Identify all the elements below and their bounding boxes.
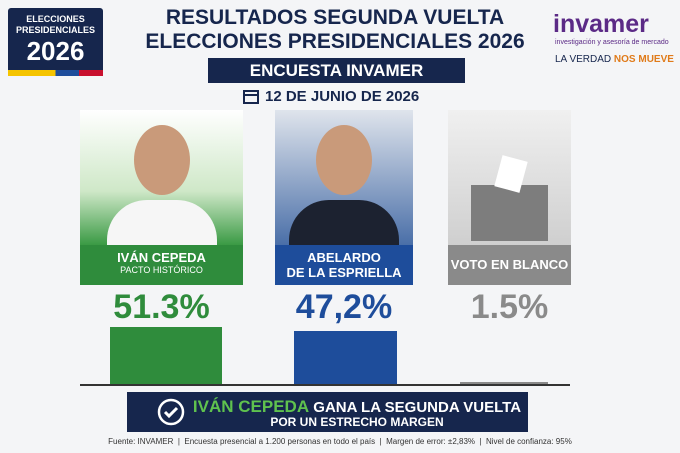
badge-year: 2026	[26, 36, 85, 66]
baseline	[80, 384, 570, 386]
logo-name: invamer	[553, 10, 649, 38]
footer: Fuente: INVAMER | Encuesta presencial a …	[108, 437, 572, 446]
slogan-highlight: NOS MUEVE	[613, 54, 674, 65]
title: RESULTADOS SEGUNDA VUELTA ELECCIONES PRE…	[110, 6, 560, 54]
category-label: IVÁN CEPEDA	[117, 250, 206, 265]
category-subtitle: PACTO HISTÓRICO	[120, 265, 203, 275]
badge-line: ELECCIONES	[26, 14, 85, 24]
value-label: 47,2%	[295, 288, 393, 326]
bar	[460, 382, 548, 384]
date: 12 DE JUNIO DE 2026	[265, 88, 420, 105]
category-box: IVÁN CEPEDA PACTO HISTÓRICO	[80, 245, 243, 285]
banner: IVÁN CEPEDA GANA LA SEGUNDA VUELTA POR U…	[127, 392, 528, 432]
category-box: VOTO EN BLANCO	[448, 245, 571, 285]
value-label: 1.5%	[470, 288, 549, 326]
footer-item: Fuente: INVAMER	[108, 437, 174, 446]
banner-line2: POR UN ESTRECHO MARGEN	[270, 415, 444, 429]
banner-highlight: IVÁN CEPEDA	[192, 397, 310, 416]
banner-text: GANA LA SEGUNDA VUELTA	[313, 399, 522, 416]
person-body	[106, 200, 217, 245]
footer-item: Encuesta presencial a 1.200 personas en …	[184, 437, 376, 446]
bar	[294, 331, 397, 384]
badge-line: PRESIDENCIALES	[15, 25, 95, 35]
value-label: 51.3%	[113, 288, 210, 326]
footer-item: Nivel de confianza: 95%	[485, 437, 572, 446]
bar	[110, 326, 222, 384]
category-box: ABELARDO DE LA ESPRIELLA	[275, 245, 413, 285]
slogan-text: LA VERDAD	[555, 54, 612, 65]
person-body	[289, 200, 399, 245]
flag-stripe	[8, 70, 103, 76]
category-label: ABELARDO DE LA ESPRIELLA	[286, 250, 402, 280]
check-icon	[157, 398, 185, 426]
badge: ELECCIONES PRESIDENCIALES 2026	[8, 8, 103, 76]
footer-item: Margen de error: ±2,83%	[386, 437, 476, 446]
calendar-icon	[243, 90, 259, 104]
logo-tagline: investigación y asesoría de mercado	[555, 39, 669, 46]
banner-line: IVÁN CEPEDA GANA LA SEGUNDA VUELTA	[192, 397, 522, 417]
person-head	[316, 125, 372, 195]
person-head	[133, 125, 190, 195]
title-line: ELECCIONES PRESIDENCIALES 2026	[145, 30, 525, 53]
slogan: LA VERDAD NOS MUEVE	[555, 54, 674, 65]
ballot-box	[471, 185, 548, 241]
title-line: RESULTADOS SEGUNDA VUELTA	[165, 6, 505, 29]
subtitle: ENCUESTA INVAMER	[208, 58, 465, 83]
category-label: VOTO EN BLANCO	[450, 257, 569, 272]
